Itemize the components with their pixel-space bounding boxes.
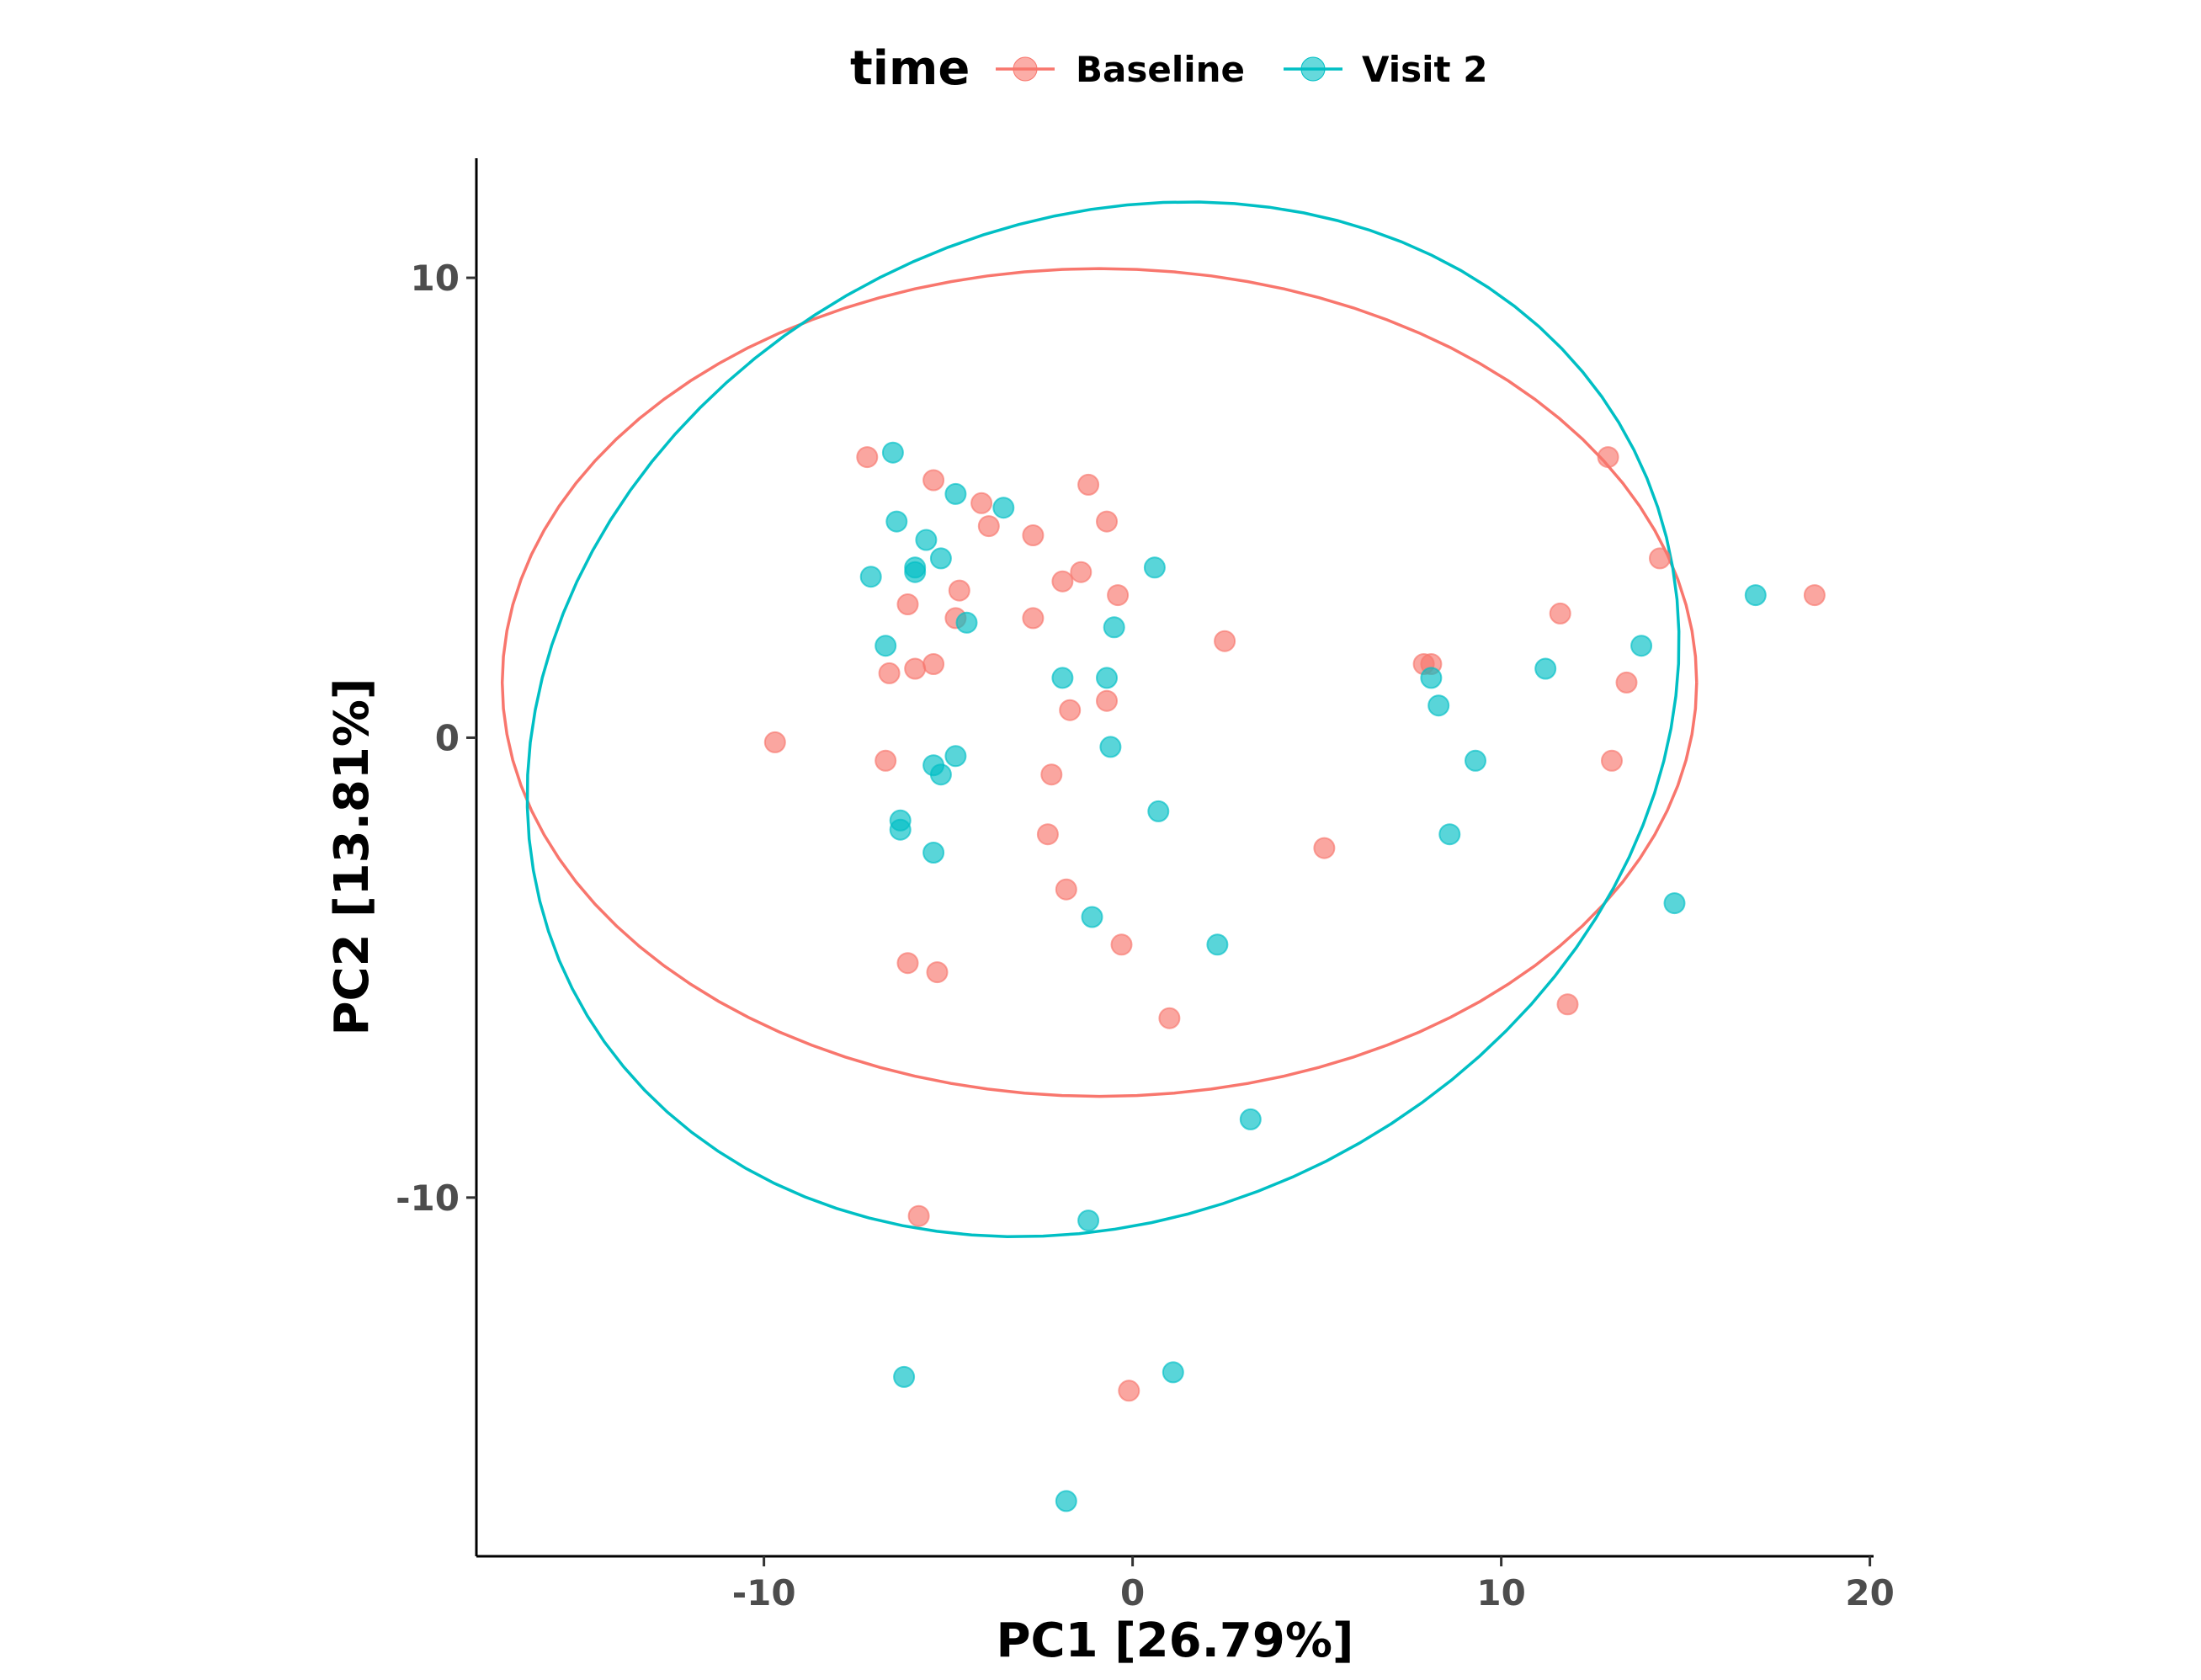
legend-label-visit-2: Visit 2 xyxy=(1362,49,1487,90)
data-point-baseline xyxy=(1649,547,1671,570)
data-point-baseline xyxy=(977,515,1000,538)
data-point-baseline xyxy=(763,731,786,753)
data-point-visit-2 xyxy=(1099,736,1122,758)
data-point-visit-2 xyxy=(922,842,945,864)
y-axis-title: PC2 [13.81%] xyxy=(325,678,380,1035)
data-point-visit-2 xyxy=(875,635,897,657)
data-point-baseline xyxy=(1096,510,1118,533)
data-point-baseline xyxy=(907,1204,930,1227)
x-axis-ticks: -10 0 10 20 xyxy=(732,1556,1895,1614)
legend: time Baseline Visit 2 xyxy=(850,41,1487,96)
data-point-visit-2 xyxy=(1103,616,1125,639)
data-point-visit-2 xyxy=(885,510,908,533)
data-point-visit-2 xyxy=(889,818,912,841)
data-point-visit-2 xyxy=(1051,667,1074,689)
x-tick-label: 10 xyxy=(1476,1572,1525,1614)
data-point-visit-2 xyxy=(1162,1361,1184,1384)
data-point-baseline xyxy=(1040,763,1063,786)
legend-title: time xyxy=(850,41,970,96)
data-point-baseline xyxy=(1036,823,1059,846)
data-point-visit-2 xyxy=(1438,823,1461,846)
data-point-baseline xyxy=(1615,671,1638,694)
data-point-baseline xyxy=(1158,1007,1181,1029)
data-point-baseline xyxy=(1070,561,1093,583)
data-point-baseline xyxy=(1597,446,1619,469)
data-point-visit-2 xyxy=(1096,667,1118,689)
confidence-ellipse-visit-2 xyxy=(525,200,1681,1238)
y-tick-label: 10 xyxy=(411,258,460,299)
data-point-visit-2 xyxy=(915,529,938,551)
data-point-visit-2 xyxy=(859,566,882,588)
data-point-baseline xyxy=(922,469,945,492)
data-point-visit-2 xyxy=(904,561,927,583)
data-point-visit-2 xyxy=(992,497,1015,519)
data-point-visit-2 xyxy=(1077,1209,1100,1232)
data-point-visit-2 xyxy=(1055,1490,1077,1513)
data-point-visit-2 xyxy=(1630,635,1653,657)
legend-label-baseline: Baseline xyxy=(1076,49,1245,90)
data-point-baseline xyxy=(1803,584,1826,607)
y-tick-label: 0 xyxy=(435,717,460,758)
x-axis-title: PC1 [26.79%] xyxy=(996,1614,1353,1668)
data-point-baseline xyxy=(1059,699,1082,721)
legend-key-point-visit-2 xyxy=(1300,56,1326,82)
data-point-visit-2 xyxy=(1143,556,1166,579)
data-point-baseline xyxy=(856,446,879,469)
data-point-baseline xyxy=(1601,749,1623,772)
data-point-baseline xyxy=(896,952,919,975)
data-point-baseline xyxy=(1077,473,1100,496)
data-point-baseline xyxy=(948,579,970,602)
data-point-baseline xyxy=(1556,993,1579,1016)
data-point-visit-2 xyxy=(1206,933,1229,956)
data-point-baseline xyxy=(1022,607,1045,630)
data-point-baseline xyxy=(1055,878,1077,901)
data-point-baseline xyxy=(1051,570,1074,593)
data-points xyxy=(763,441,1826,1513)
data-point-baseline xyxy=(896,593,919,615)
data-point-visit-2 xyxy=(1420,667,1443,689)
data-point-baseline xyxy=(1022,524,1045,546)
data-point-visit-2 xyxy=(1427,694,1450,717)
data-point-baseline xyxy=(1096,689,1118,712)
data-point-baseline xyxy=(1214,630,1236,652)
data-point-visit-2 xyxy=(929,547,952,570)
x-tick-label: 0 xyxy=(1120,1572,1145,1614)
data-point-visit-2 xyxy=(881,441,904,464)
data-point-baseline xyxy=(1549,602,1571,625)
legend-item-baseline: Baseline xyxy=(996,49,1245,90)
legend-item-visit-2: Visit 2 xyxy=(1284,49,1487,90)
data-point-baseline xyxy=(878,662,901,684)
data-point-visit-2 xyxy=(1663,892,1686,915)
data-point-baseline xyxy=(970,492,993,514)
legend-key-point-baseline xyxy=(1013,56,1038,82)
x-tick-label: 20 xyxy=(1845,1572,1894,1614)
data-point-visit-2 xyxy=(893,1365,916,1388)
data-point-visit-2 xyxy=(1239,1108,1262,1130)
data-point-visit-2 xyxy=(1744,584,1767,607)
data-point-baseline xyxy=(904,657,927,680)
data-point-visit-2 xyxy=(955,611,978,634)
y-tick-label: -10 xyxy=(396,1178,460,1219)
data-point-baseline xyxy=(875,749,897,772)
y-axis-ticks: -10 0 10 xyxy=(396,258,476,1219)
confidence-ellipses xyxy=(500,200,1699,1238)
data-point-baseline xyxy=(1118,1380,1140,1402)
data-point-visit-2 xyxy=(929,763,952,786)
data-point-visit-2 xyxy=(1081,906,1103,928)
data-point-visit-2 xyxy=(944,745,967,768)
data-point-baseline xyxy=(1110,933,1133,956)
data-point-baseline xyxy=(926,961,949,984)
data-point-baseline xyxy=(922,653,945,675)
data-point-visit-2 xyxy=(944,482,967,505)
data-point-visit-2 xyxy=(1465,749,1486,772)
data-point-visit-2 xyxy=(1147,800,1170,822)
data-point-baseline xyxy=(1107,584,1130,607)
data-point-baseline xyxy=(1313,837,1336,859)
confidence-ellipse-baseline xyxy=(500,267,1699,1098)
x-tick-label: -10 xyxy=(732,1572,796,1614)
data-point-visit-2 xyxy=(1534,657,1557,680)
